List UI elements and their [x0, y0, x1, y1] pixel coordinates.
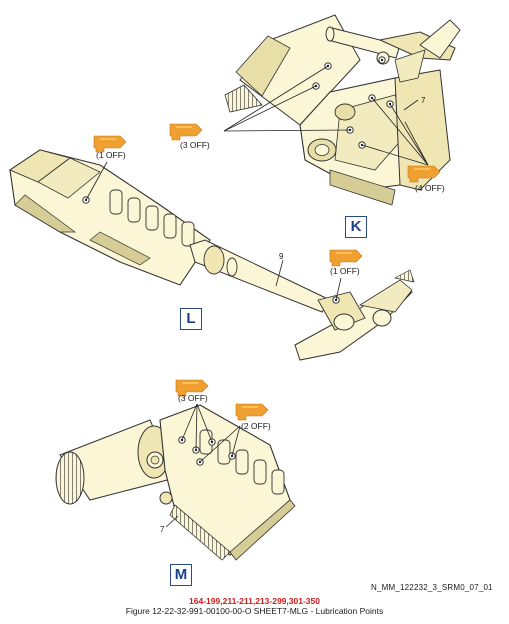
lube-fitting — [378, 56, 386, 64]
view-m-drawing: (3 OFF) (2 OFF) 7 — [55, 379, 296, 561]
callout-3-off: (3 OFF) — [180, 140, 210, 150]
view-label-k: K — [345, 216, 367, 238]
ref-number-9: 9 — [279, 252, 284, 261]
lube-symbol-icon — [169, 123, 203, 141]
ref-number-7: 7 — [421, 96, 426, 105]
lube-symbol-icon — [235, 403, 269, 421]
figure-caption: Figure 12-22-32-991-00100-00-O SHEET7-ML… — [125, 606, 384, 616]
callout-1-off-left: (1 OFF) — [96, 150, 126, 160]
view-k-drawing: (3 OFF) (4 OFF) 7 — [169, 14, 461, 206]
effectivity-range: 164-199,211-211,213-299,301-350 — [189, 596, 320, 606]
drawing-id: N_MM_122232_3_SRM0_07_01 — [371, 583, 493, 592]
callout-2-off: (2 OFF) — [241, 421, 271, 431]
view-label-l: L — [180, 308, 202, 330]
view-l-drawing: (1 OFF) (1 OFF) 9 — [9, 135, 415, 361]
callout-1-off-right: (1 OFF) — [330, 266, 360, 276]
callout-3-off: (3 OFF) — [178, 393, 208, 403]
view-label-m: M — [170, 564, 192, 586]
ref-number-7: 7 — [160, 525, 165, 534]
lube-symbol-icon — [329, 249, 363, 267]
callout-4-off: (4 OFF) — [415, 183, 445, 193]
